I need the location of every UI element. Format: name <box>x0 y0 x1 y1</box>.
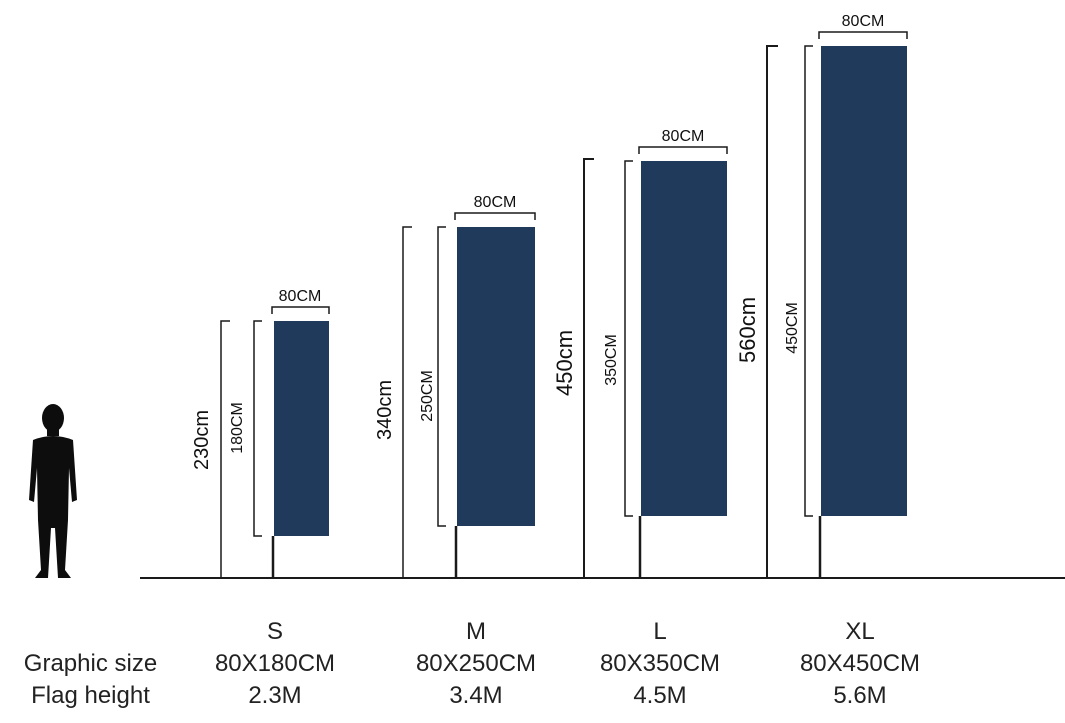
graphic-size-label: Graphic size <box>23 650 158 677</box>
size-column-xl: XL 80X450CM 5.6M <box>770 616 950 712</box>
flag-height-label: Flag height <box>31 682 150 709</box>
flag-m: 80CM 250CM 340cm <box>374 194 536 578</box>
graphic-size-value: 80X350CM <box>599 650 721 677</box>
human-silhouette-icon <box>29 404 77 578</box>
flag-m-total-height-label: 340cm <box>374 380 396 440</box>
row-legend: Graphic size Flag height <box>8 648 173 712</box>
flag-s-width-label: 80CM <box>279 288 322 305</box>
size-name: L <box>653 618 667 645</box>
flag-xl-total-bracket <box>766 45 778 578</box>
flag-l-width-label: 80CM <box>662 128 705 145</box>
flag-m-width-bracket <box>454 212 536 220</box>
flag-m-width-label: 80CM <box>474 194 517 211</box>
flag-s-graphic <box>274 321 329 536</box>
graphic-size-value: 80X250CM <box>415 650 537 677</box>
flag-xl-total-height-label: 560cm <box>735 297 760 363</box>
flag-s-total-height-label: 230cm <box>191 410 213 470</box>
graphic-size-value: 80X180CM <box>214 650 336 677</box>
flag-l-graphic-bracket <box>624 160 633 517</box>
flag-s-graphic-height-label: 180CM <box>229 402 246 454</box>
flag-l-width-bracket <box>638 146 728 154</box>
flag-m-graphic-height-label: 250CM <box>419 370 436 422</box>
size-name: M <box>466 618 486 645</box>
flag-m-graphic <box>457 227 535 526</box>
flag-s-graphic-bracket <box>253 320 262 537</box>
size-column-s: S 80X180CM 2.3M <box>185 616 365 712</box>
flag-s: 80CM 180CM 230cm <box>191 288 330 578</box>
size-name: XL <box>845 618 875 645</box>
flag-height-value: 5.6M <box>833 682 887 709</box>
flag-xl-graphic-bracket <box>804 45 813 517</box>
flag-l: 80CM 350CM 450cm <box>552 128 728 578</box>
flag-l-total-bracket <box>583 158 594 578</box>
graphic-size-value: 80X450CM <box>799 650 921 677</box>
size-name: S <box>266 618 283 645</box>
flag-s-total-bracket <box>220 320 230 578</box>
flag-xl-width-label: 80CM <box>842 13 885 30</box>
flag-l-total-height-label: 450cm <box>552 330 577 396</box>
flag-m-graphic-bracket <box>437 226 446 527</box>
flag-height-value: 4.5M <box>633 682 687 709</box>
flag-l-graphic-height-label: 350CM <box>603 334 620 386</box>
flag-s-width-bracket <box>271 306 330 314</box>
size-column-l: L 80X350CM 4.5M <box>570 616 750 712</box>
flag-xl-width-bracket <box>818 31 908 39</box>
flag-xl-graphic-height-label: 450CM <box>784 302 801 354</box>
flag-height-value: 3.4M <box>449 682 503 709</box>
flag-height-value: 2.3M <box>248 682 302 709</box>
flag-m-total-bracket <box>402 226 412 578</box>
size-column-m: M 80X250CM 3.4M <box>386 616 566 712</box>
flag-xl-graphic <box>821 46 907 516</box>
flag-l-graphic <box>641 161 727 516</box>
flag-xl: 80CM 450CM 560cm <box>735 13 908 578</box>
